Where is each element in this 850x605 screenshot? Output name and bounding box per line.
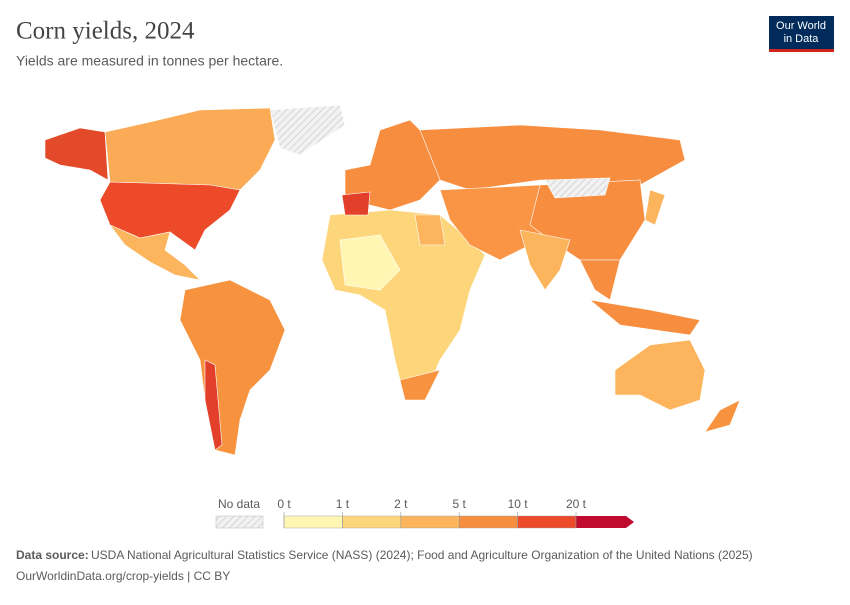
legend-tick-label: 10 t bbox=[508, 497, 529, 511]
region bbox=[614, 339, 706, 411]
region bbox=[588, 299, 701, 336]
legend-tick-label: 1 t bbox=[336, 497, 350, 511]
legend-arrow bbox=[576, 516, 634, 528]
legend-tick-label: 20 t bbox=[566, 497, 587, 511]
logo-text: in Data bbox=[784, 33, 820, 45]
region bbox=[644, 189, 666, 226]
legend-no-data-swatch bbox=[215, 515, 264, 529]
title: Corn yields, 2024 bbox=[16, 18, 195, 45]
logo-box bbox=[769, 16, 834, 50]
legend-bin bbox=[517, 515, 577, 529]
region bbox=[579, 259, 621, 301]
source: USDA National Agricultural Statistics Se… bbox=[91, 548, 753, 562]
legend-no-data-label: No data bbox=[218, 497, 260, 511]
region bbox=[321, 209, 486, 401]
region bbox=[99, 181, 241, 251]
region bbox=[341, 191, 371, 216]
logo-text: Our World bbox=[776, 20, 826, 32]
legend-tick-label: 2 t bbox=[394, 497, 408, 511]
legend: No data 0 t 1 t 2 t 5 t 10 t 20 t bbox=[215, 497, 634, 529]
legend-tick-label: 0 t bbox=[277, 497, 291, 511]
region bbox=[179, 279, 286, 456]
logo[interactable]: Our World in Data bbox=[769, 16, 834, 52]
legend-bin bbox=[283, 515, 343, 529]
region bbox=[269, 104, 346, 156]
region bbox=[104, 107, 276, 191]
legend-bin bbox=[400, 515, 460, 529]
logo-underline bbox=[769, 49, 834, 52]
region bbox=[44, 127, 109, 181]
subtitle: Yields are measured in tonnes per hectar… bbox=[16, 53, 283, 69]
map bbox=[44, 104, 741, 456]
source-link[interactable]: OurWorldinData.org/crop-yields | CC BY bbox=[16, 569, 230, 583]
region bbox=[204, 359, 223, 451]
region bbox=[109, 224, 201, 281]
legend-tick-label: 5 t bbox=[453, 497, 467, 511]
region bbox=[399, 369, 441, 401]
legend-bin bbox=[459, 515, 518, 529]
region bbox=[704, 399, 741, 433]
region bbox=[519, 229, 571, 291]
region bbox=[339, 234, 401, 291]
region bbox=[544, 177, 611, 199]
legend-bin bbox=[342, 515, 401, 529]
region bbox=[414, 214, 446, 246]
source-label: Data source: bbox=[16, 548, 89, 562]
